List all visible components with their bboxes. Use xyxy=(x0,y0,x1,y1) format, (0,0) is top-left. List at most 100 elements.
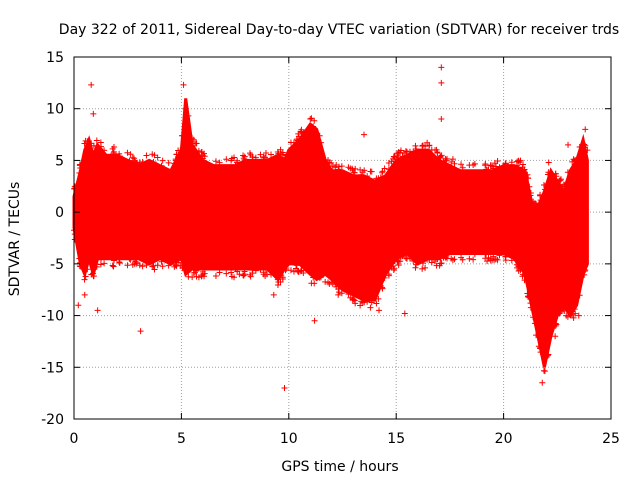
edge-marker xyxy=(552,322,559,329)
edge-marker xyxy=(143,262,150,269)
edge-marker xyxy=(252,267,259,274)
edge-marker xyxy=(228,157,235,164)
edge-marker xyxy=(502,257,509,264)
edge-marker xyxy=(373,300,380,307)
edge-marker xyxy=(458,161,465,168)
edge-marker xyxy=(520,271,527,278)
edge-marker xyxy=(379,284,386,291)
edge-marker xyxy=(381,165,388,172)
edge-marker xyxy=(287,267,294,274)
edge-marker xyxy=(154,154,161,161)
edge-marker xyxy=(240,155,247,162)
y-tick-label: -20 xyxy=(41,412,64,428)
outlier-point xyxy=(94,307,101,314)
edge-marker xyxy=(338,163,345,170)
edge-marker xyxy=(82,273,89,280)
edge-marker xyxy=(90,149,97,156)
edge-marker xyxy=(581,271,588,278)
outlier-point xyxy=(281,384,288,391)
edge-marker xyxy=(377,174,384,181)
outlier-point xyxy=(438,116,445,123)
edge-marker xyxy=(143,152,150,159)
outlier-point xyxy=(545,159,552,166)
edge-marker xyxy=(333,161,340,168)
edge-marker xyxy=(151,152,158,159)
edge-marker xyxy=(471,251,478,258)
data-points xyxy=(71,64,591,391)
edge-marker xyxy=(232,162,239,169)
chart-title: Day 322 of 2011, Sidereal Day-to-day VTE… xyxy=(59,22,619,38)
edge-marker xyxy=(373,175,380,182)
outlier-point xyxy=(584,147,591,154)
x-tick-label: 25 xyxy=(602,431,620,447)
edge-marker xyxy=(223,156,230,163)
edge-marker xyxy=(158,258,165,265)
outlier-point xyxy=(328,266,335,273)
edge-marker xyxy=(228,273,235,280)
data-envelope xyxy=(72,98,589,368)
edge-marker xyxy=(399,153,406,160)
edge-marker xyxy=(520,161,527,168)
edge-marker xyxy=(212,272,219,279)
edge-marker xyxy=(527,304,534,311)
edge-marker xyxy=(543,180,550,187)
edge-marker xyxy=(576,144,583,151)
outlier-point xyxy=(401,310,408,317)
edge-marker xyxy=(132,159,139,166)
outlier-point xyxy=(575,312,582,319)
outlier-point xyxy=(539,379,546,386)
outlier-point xyxy=(236,271,243,278)
edge-marker xyxy=(126,157,133,164)
edge-marker xyxy=(352,165,359,172)
edge-marker xyxy=(133,159,140,166)
edge-marker xyxy=(395,149,402,156)
edge-marker xyxy=(77,263,84,270)
edge-marker xyxy=(260,269,267,276)
edge-marker xyxy=(139,263,146,270)
edge-marker xyxy=(385,166,392,173)
edge-marker xyxy=(172,262,179,269)
outlier-point xyxy=(376,307,383,314)
edge-marker xyxy=(471,160,478,167)
edge-marker xyxy=(496,164,503,171)
edge-marker xyxy=(391,153,398,160)
edge-marker xyxy=(233,159,240,166)
edge-marker xyxy=(228,269,235,276)
edge-marker xyxy=(351,297,358,304)
edge-marker xyxy=(410,257,417,264)
outlier-point xyxy=(565,141,572,148)
edge-marker xyxy=(201,153,208,160)
edge-marker xyxy=(390,266,397,273)
edge-marker xyxy=(109,262,116,269)
edge-marker xyxy=(293,136,300,143)
edge-marker xyxy=(150,262,157,269)
edge-marker xyxy=(527,190,534,197)
edge-marker xyxy=(316,132,323,139)
edge-marker xyxy=(515,157,522,164)
edge-marker xyxy=(274,152,281,159)
x-tick-label: 0 xyxy=(70,431,79,447)
y-tick-label: 15 xyxy=(46,50,64,66)
edge-marker xyxy=(533,332,540,339)
edge-marker xyxy=(553,321,560,328)
edge-marker xyxy=(557,177,564,184)
edge-marker xyxy=(569,158,576,165)
edge-marker xyxy=(193,273,200,280)
outlier-point xyxy=(438,79,445,86)
edge-marker xyxy=(88,140,95,147)
edge-marker xyxy=(434,255,441,262)
edge-marker xyxy=(240,272,247,279)
edge-marker xyxy=(401,252,408,259)
edge-marker xyxy=(82,137,89,144)
edge-marker xyxy=(419,260,426,267)
edge-marker xyxy=(552,170,559,177)
edge-marker xyxy=(159,157,166,164)
edge-marker xyxy=(487,255,494,262)
edge-marker xyxy=(173,151,180,158)
edge-marker xyxy=(530,198,537,205)
edge-marker xyxy=(283,265,290,272)
edge-marker xyxy=(268,151,275,158)
edge-marker xyxy=(246,150,253,157)
outlier-point xyxy=(90,110,97,117)
edge-marker xyxy=(101,147,108,154)
